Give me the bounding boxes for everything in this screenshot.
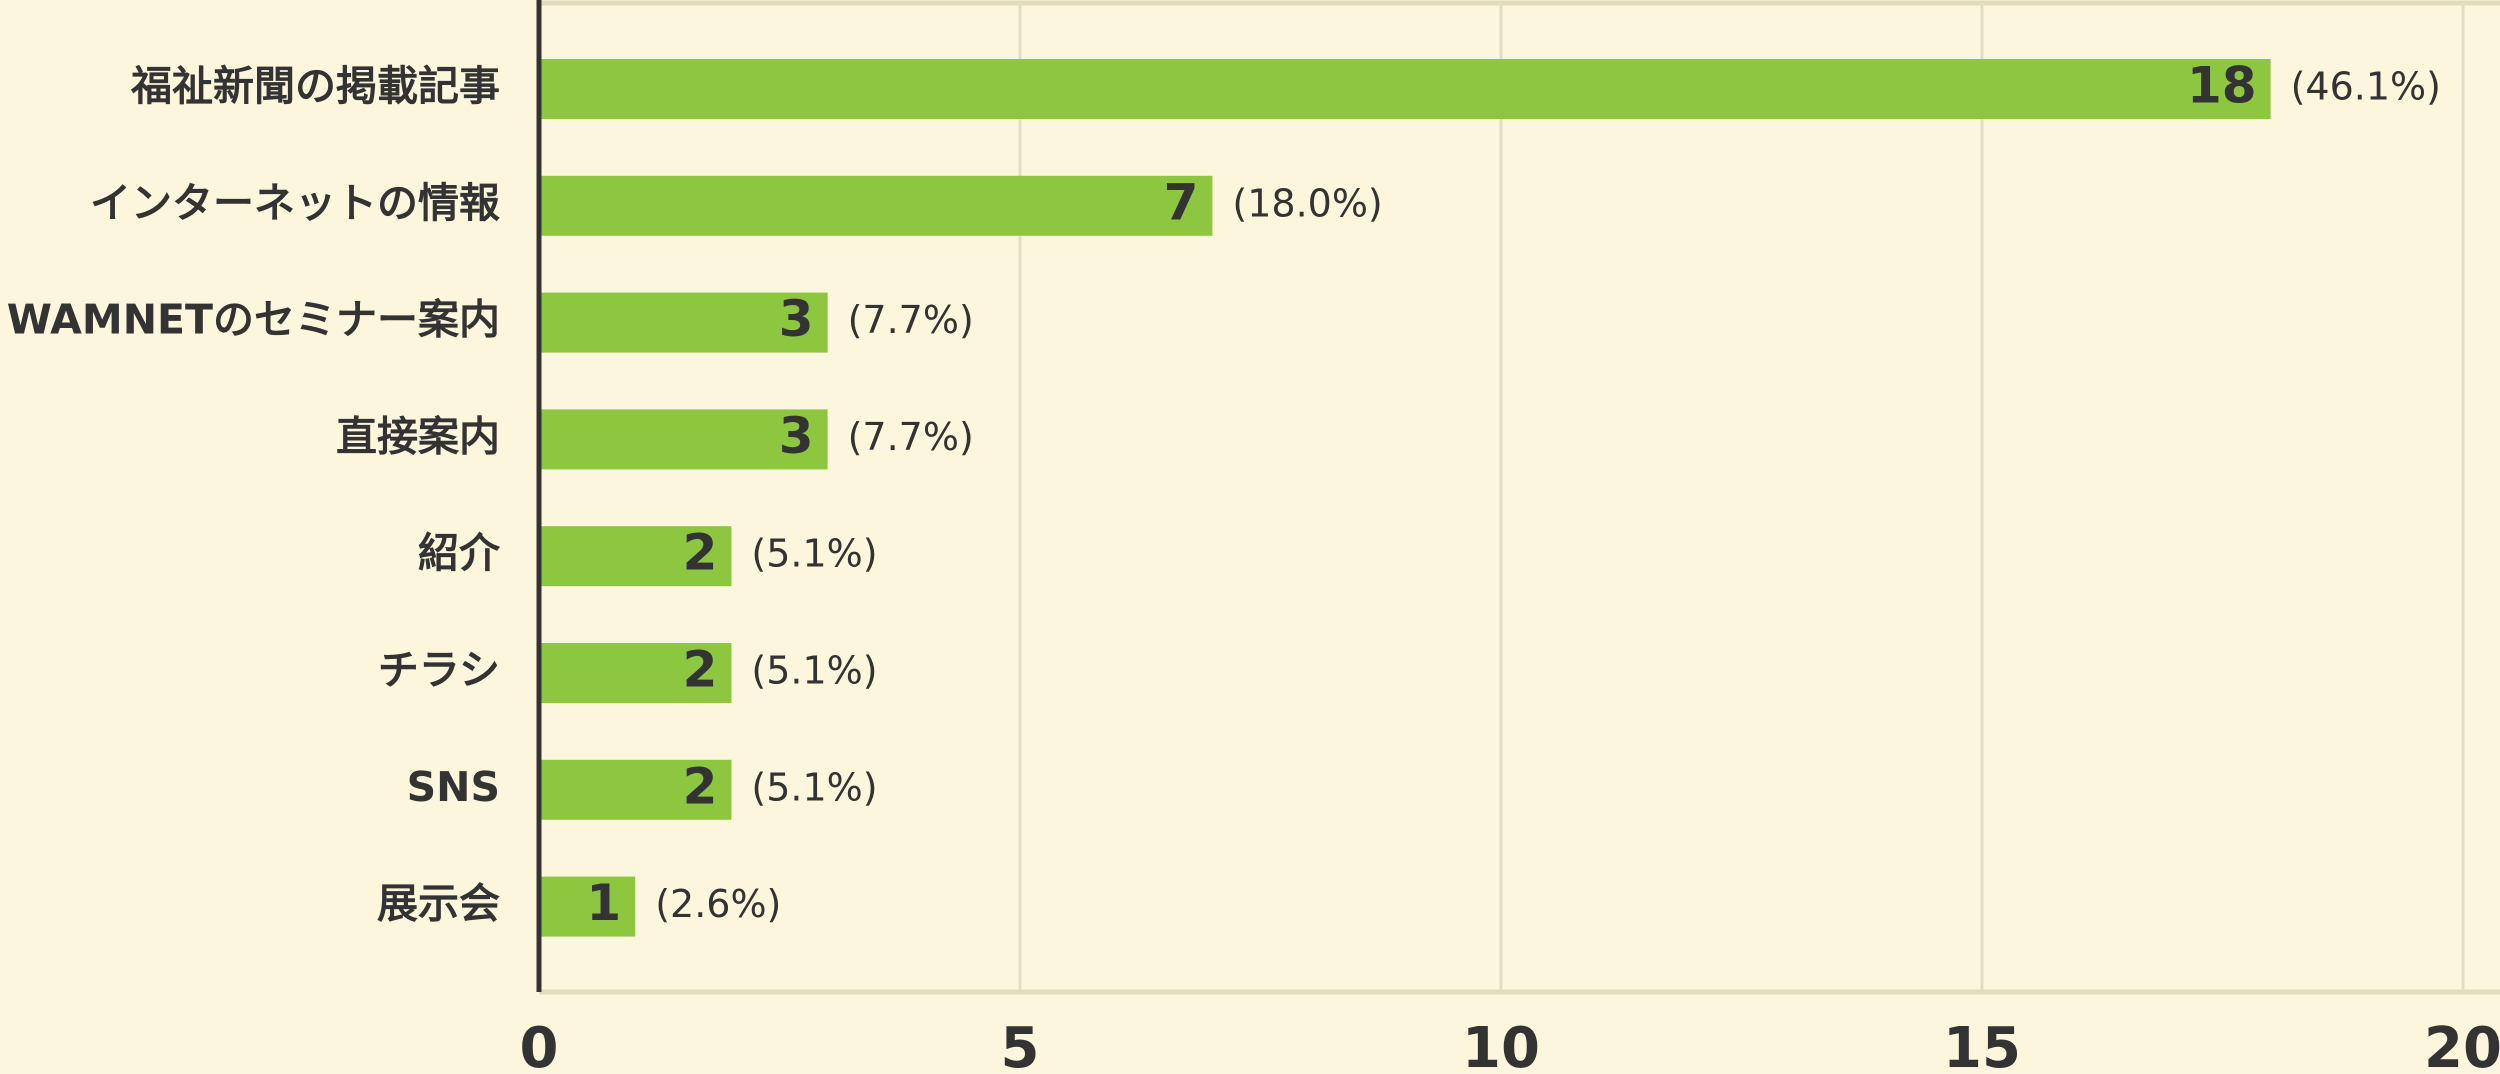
percent-label: (5.1%) (751, 532, 877, 576)
y-tick-label: チラシ (378, 646, 500, 694)
bar (539, 526, 732, 587)
percent-label: (5.1%) (751, 649, 877, 693)
percent-label: (7.7%) (848, 298, 974, 342)
y-tick-label: 紹介 (418, 529, 501, 577)
y-tick-label: インターネットの情報 (90, 179, 500, 227)
percent-label: (5.1%) (751, 765, 877, 809)
x-tick-label: 5 (1001, 1016, 1040, 1074)
value-label: 2 (683, 524, 718, 582)
value-label: 7 (1164, 173, 1199, 231)
bar (539, 292, 828, 353)
bar (539, 876, 636, 937)
y-tick-label: 福祉新聞の掲載記事 (130, 62, 500, 110)
value-label: 3 (779, 407, 814, 465)
value-label: 2 (683, 757, 718, 815)
value-label: 18 (2187, 57, 2257, 115)
x-tick-label: 15 (1943, 1016, 2021, 1074)
value-label: 1 (586, 874, 621, 932)
percent-label: (7.7%) (848, 415, 974, 459)
y-tick-label: SNS (407, 763, 500, 811)
x-tick-label: 10 (1462, 1016, 1540, 1074)
y-tick-label: 直接案内 (336, 412, 500, 460)
bar (539, 759, 732, 820)
y-tick-label: 展示会 (377, 880, 500, 928)
value-label: 3 (779, 290, 814, 348)
percent-label: (2.6%) (655, 882, 781, 926)
bar (539, 409, 828, 470)
percent-label: (18.0%) (1232, 181, 1382, 225)
bar (539, 59, 2271, 119)
percent-label: (46.1%) (2291, 65, 2441, 109)
y-tick-label: WAMNETのセミナー案内 (7, 296, 500, 344)
value-label: 2 (683, 641, 718, 699)
x-tick-label: 0 (520, 1016, 559, 1074)
x-tick-label: 20 (2424, 1016, 2500, 1074)
bar (539, 643, 732, 703)
bar (539, 175, 1213, 236)
